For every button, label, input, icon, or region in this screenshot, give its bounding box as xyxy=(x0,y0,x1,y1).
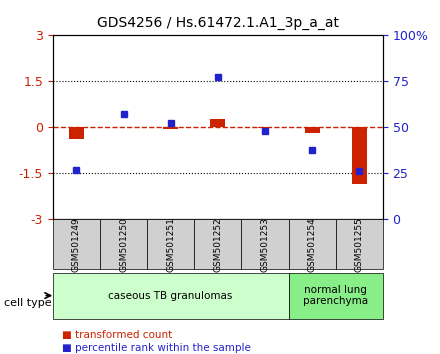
FancyBboxPatch shape xyxy=(53,273,289,319)
Bar xyxy=(304,127,319,133)
Text: GSM501254: GSM501254 xyxy=(308,217,317,272)
FancyBboxPatch shape xyxy=(336,219,383,269)
FancyBboxPatch shape xyxy=(242,219,289,269)
Text: GSM501250: GSM501250 xyxy=(119,217,128,272)
Bar xyxy=(257,127,272,129)
Bar xyxy=(69,127,84,139)
FancyBboxPatch shape xyxy=(147,219,194,269)
FancyBboxPatch shape xyxy=(53,219,100,269)
Bar xyxy=(163,127,178,129)
Text: normal lung
parenchyma: normal lung parenchyma xyxy=(303,285,368,307)
FancyBboxPatch shape xyxy=(100,219,147,269)
Text: GSM501251: GSM501251 xyxy=(166,217,175,272)
Text: ■ percentile rank within the sample: ■ percentile rank within the sample xyxy=(62,343,250,353)
Text: cell type: cell type xyxy=(4,298,52,308)
Text: GSM501253: GSM501253 xyxy=(260,217,269,272)
Text: GSM501255: GSM501255 xyxy=(355,217,364,272)
Bar xyxy=(352,127,367,184)
FancyBboxPatch shape xyxy=(194,219,242,269)
Text: ■ transformed count: ■ transformed count xyxy=(62,330,172,339)
Title: GDS4256 / Hs.61472.1.A1_3p_a_at: GDS4256 / Hs.61472.1.A1_3p_a_at xyxy=(97,16,339,30)
Text: caseous TB granulomas: caseous TB granulomas xyxy=(109,291,233,301)
Text: GSM501249: GSM501249 xyxy=(72,217,81,272)
Text: GSM501252: GSM501252 xyxy=(213,217,222,272)
FancyBboxPatch shape xyxy=(289,273,383,319)
FancyBboxPatch shape xyxy=(289,219,336,269)
Bar xyxy=(210,119,225,127)
